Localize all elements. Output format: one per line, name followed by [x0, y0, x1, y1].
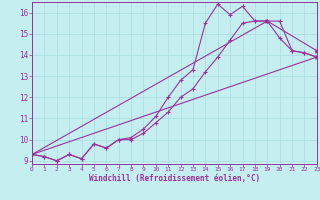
X-axis label: Windchill (Refroidissement éolien,°C): Windchill (Refroidissement éolien,°C) — [89, 174, 260, 183]
